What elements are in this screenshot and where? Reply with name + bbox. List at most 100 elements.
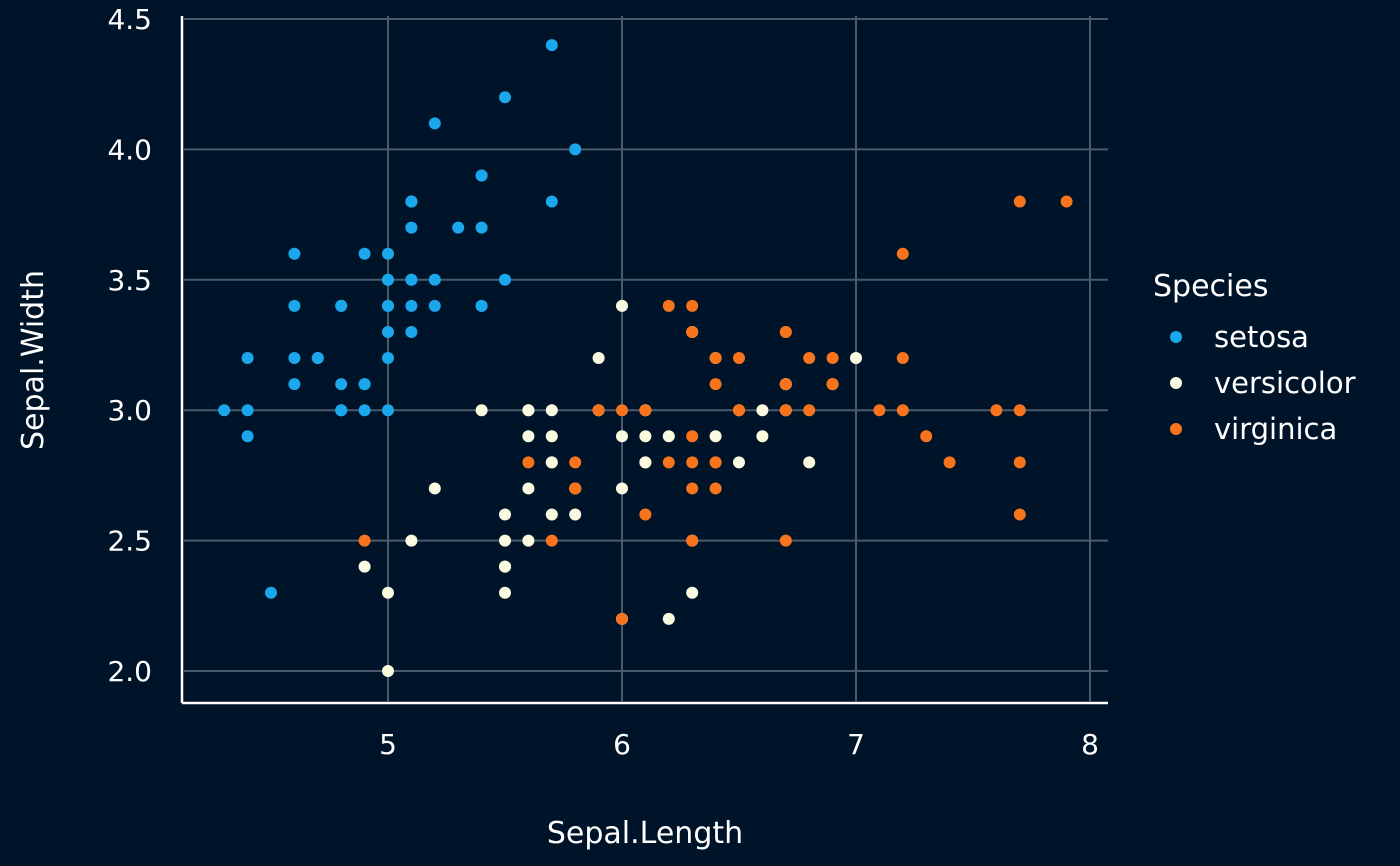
point-versicolor bbox=[662, 612, 675, 625]
legend-label-versicolor: versicolor bbox=[1214, 366, 1356, 400]
point-setosa bbox=[335, 404, 348, 417]
point-setosa bbox=[288, 352, 301, 365]
point-versicolor bbox=[733, 456, 745, 469]
legend-key-virginica bbox=[1170, 423, 1182, 435]
point-virginica bbox=[616, 612, 628, 625]
point-virginica bbox=[990, 404, 1003, 417]
point-virginica bbox=[826, 378, 839, 391]
point-virginica bbox=[896, 247, 909, 260]
point-setosa bbox=[405, 221, 418, 234]
point-setosa bbox=[428, 273, 441, 286]
point-versicolor bbox=[382, 665, 394, 677]
point-setosa bbox=[475, 169, 488, 182]
point-setosa bbox=[311, 352, 324, 365]
point-virginica bbox=[569, 482, 582, 495]
point-versicolor bbox=[522, 430, 535, 443]
y-axis-title: Sepal.Width bbox=[16, 270, 51, 450]
point-virginica bbox=[616, 404, 628, 417]
point-versicolor bbox=[475, 404, 488, 417]
x-tick-label: 7 bbox=[847, 728, 865, 761]
point-virginica bbox=[686, 534, 699, 547]
point-setosa bbox=[382, 325, 394, 338]
legend-label-setosa: setosa bbox=[1214, 320, 1309, 354]
point-setosa bbox=[288, 299, 301, 312]
point-versicolor bbox=[569, 508, 582, 521]
point-versicolor bbox=[499, 508, 511, 521]
point-virginica bbox=[686, 430, 699, 443]
point-setosa bbox=[382, 404, 394, 417]
point-virginica bbox=[639, 404, 652, 417]
legend-key-versicolor bbox=[1170, 377, 1182, 389]
point-virginica bbox=[803, 352, 816, 365]
point-virginica bbox=[592, 404, 605, 417]
point-versicolor bbox=[358, 560, 371, 573]
point-virginica bbox=[709, 378, 722, 391]
point-virginica bbox=[686, 325, 699, 338]
point-virginica bbox=[1013, 508, 1026, 521]
point-setosa bbox=[405, 273, 418, 286]
point-virginica bbox=[779, 325, 792, 338]
point-setosa bbox=[241, 352, 254, 365]
point-versicolor bbox=[756, 404, 769, 417]
point-virginica bbox=[686, 456, 699, 469]
y-tick-label: 3.5 bbox=[107, 264, 152, 297]
point-versicolor bbox=[709, 430, 722, 443]
point-virginica bbox=[733, 352, 745, 365]
point-versicolor bbox=[382, 586, 394, 599]
point-virginica bbox=[1013, 456, 1026, 469]
point-versicolor bbox=[545, 456, 558, 469]
point-setosa bbox=[428, 299, 441, 312]
point-versicolor bbox=[616, 430, 628, 443]
point-virginica bbox=[569, 456, 582, 469]
x-tick-label: 6 bbox=[613, 728, 631, 761]
points-layer bbox=[218, 39, 1073, 677]
point-virginica bbox=[896, 404, 909, 417]
point-virginica bbox=[943, 456, 956, 469]
point-versicolor bbox=[545, 430, 558, 443]
tick-labels: 5 6 7 8 2.0 2.5 3.0 3.5 4.0 4.5 bbox=[107, 3, 1098, 761]
point-setosa bbox=[358, 378, 371, 391]
y-tick-label: 2.5 bbox=[107, 525, 152, 558]
axis-layer bbox=[180, 16, 1108, 705]
point-setosa bbox=[475, 299, 488, 312]
y-tick-label: 4.0 bbox=[107, 133, 152, 166]
point-setosa bbox=[499, 91, 511, 104]
point-setosa bbox=[545, 195, 558, 208]
x-tick-label: 8 bbox=[1081, 728, 1099, 761]
point-virginica bbox=[662, 456, 675, 469]
point-virginica bbox=[1013, 404, 1026, 417]
point-virginica bbox=[709, 456, 722, 469]
point-versicolor bbox=[639, 456, 652, 469]
point-setosa bbox=[382, 352, 394, 365]
point-versicolor bbox=[545, 404, 558, 417]
point-setosa bbox=[358, 404, 371, 417]
point-virginica bbox=[803, 404, 816, 417]
point-virginica bbox=[662, 299, 675, 312]
point-virginica bbox=[733, 404, 745, 417]
point-versicolor bbox=[662, 430, 675, 443]
point-versicolor bbox=[522, 534, 535, 547]
x-axis-title: Sepal.Length bbox=[547, 816, 743, 851]
point-setosa bbox=[288, 378, 301, 391]
point-setosa bbox=[382, 273, 394, 286]
legend-label-virginica: virginica bbox=[1214, 412, 1337, 446]
point-versicolor bbox=[639, 430, 652, 443]
point-setosa bbox=[452, 221, 465, 234]
y-tick-label: 2.0 bbox=[107, 655, 152, 688]
point-setosa bbox=[428, 117, 441, 130]
point-virginica bbox=[896, 352, 909, 365]
point-versicolor bbox=[545, 508, 558, 521]
point-versicolor bbox=[499, 586, 511, 599]
point-virginica bbox=[686, 299, 699, 312]
point-virginica bbox=[826, 352, 839, 365]
point-setosa bbox=[382, 299, 394, 312]
point-setosa bbox=[241, 430, 254, 443]
point-versicolor bbox=[522, 482, 535, 495]
point-virginica bbox=[920, 430, 933, 443]
point-versicolor bbox=[756, 430, 769, 443]
point-versicolor bbox=[428, 482, 441, 495]
y-tick-label: 4.5 bbox=[107, 3, 152, 36]
point-setosa bbox=[241, 404, 254, 417]
